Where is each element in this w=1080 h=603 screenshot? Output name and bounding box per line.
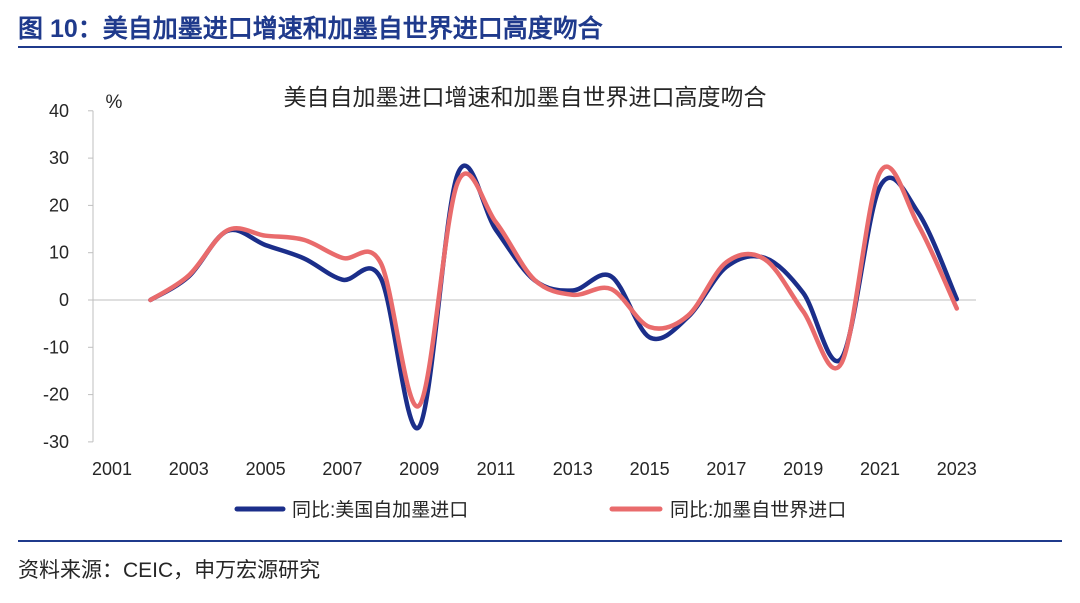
y-axis-unit-label: %	[106, 92, 123, 113]
y-tick-label: -10	[43, 337, 69, 357]
y-tick-label: -30	[43, 432, 69, 452]
y-tick-label: -20	[43, 385, 69, 405]
series-lines	[148, 163, 960, 431]
x-tick-label: 2009	[399, 459, 439, 479]
x-tick-label: 2015	[630, 459, 670, 479]
axes: 40 30 20 10 0 -10 -20 -30 2001 2003 2005 2007 2009 20…	[43, 101, 977, 479]
x-tick-label: 2021	[860, 459, 900, 479]
us-imports-from-canada-mexico-line	[148, 163, 960, 431]
legend-label-canada-mexico-imports-from-world: 同比:加墨自世界进口	[670, 499, 846, 521]
legend: 同比:美国自加墨进口 同比:加墨自世界进口	[234, 499, 846, 521]
legend-label-us-imports-from-canada-mexico: 同比:美国自加墨进口	[292, 499, 468, 521]
y-tick-label: 10	[49, 243, 69, 263]
x-tick-label: 2011	[477, 459, 516, 479]
x-tick-label: 2017	[706, 459, 746, 479]
x-tick-label: 2005	[246, 459, 286, 479]
x-tick-label: 2007	[322, 459, 362, 479]
canada-mexico-imports-from-world-line	[148, 164, 960, 409]
x-tick-label: 2019	[783, 459, 823, 479]
title-divider	[18, 46, 1062, 48]
y-tick-label: 20	[49, 195, 69, 215]
y-tick-label: 30	[49, 148, 69, 168]
x-tick-label: 2003	[169, 459, 209, 479]
source-note: 资料来源：CEIC，申万宏源研究	[18, 559, 321, 582]
line-chart: 美自自加墨进口增速和加墨自世界进口高度吻合 % 40 30 20 10 0 -10 -20 -…	[43, 84, 977, 521]
x-tick-label: 2023	[937, 459, 977, 479]
chart-title: 美自自加墨进口增速和加墨自世界进口高度吻合	[284, 84, 767, 110]
x-tick-label: 2001	[92, 459, 132, 479]
y-tick-label: 40	[49, 101, 69, 121]
footer-divider	[18, 540, 1062, 542]
figure-title: 图 10：美自加墨进口增速和加墨自世界进口高度吻合	[18, 15, 603, 43]
x-tick-label: 2013	[553, 459, 593, 479]
y-tick-label: 0	[59, 290, 69, 310]
